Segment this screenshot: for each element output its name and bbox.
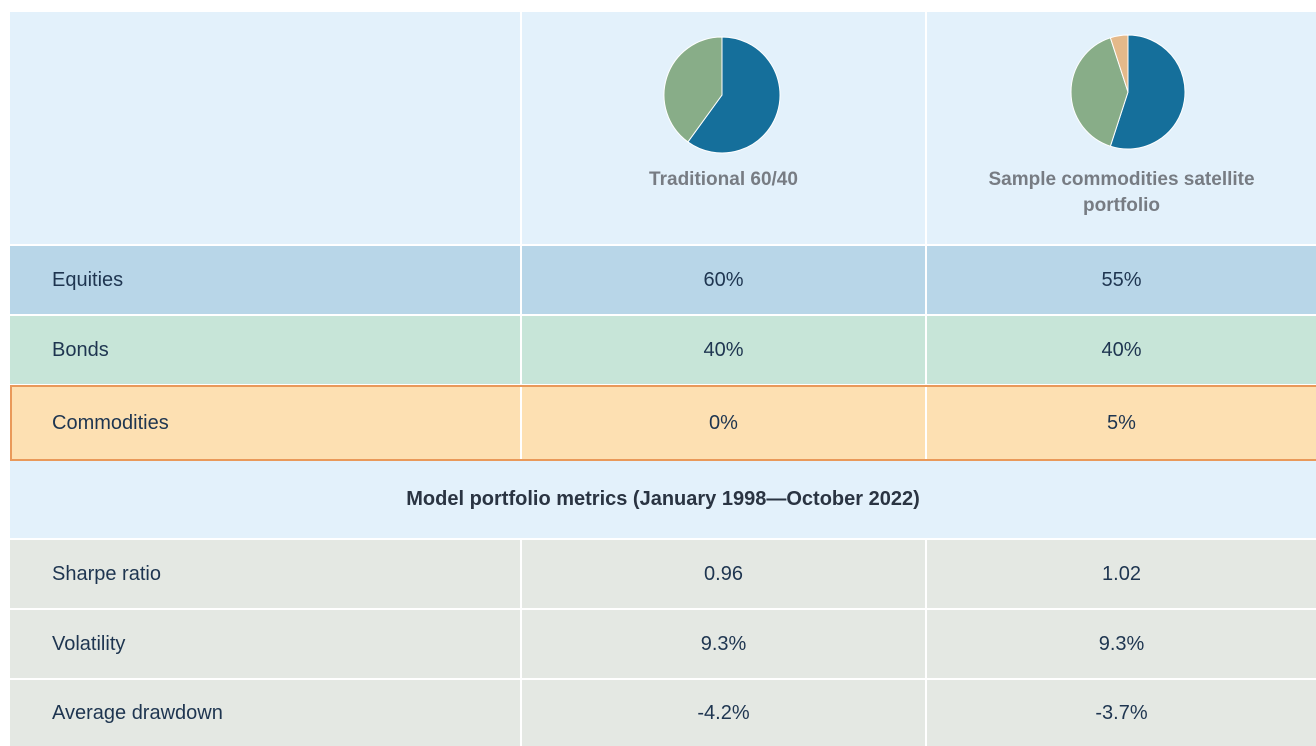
allocation-value: 60% — [522, 246, 925, 314]
metric-label: Volatility — [10, 610, 520, 678]
metric-value: 9.3% — [522, 610, 925, 678]
pie-slice — [1070, 37, 1129, 147]
metric-value: 1.02 — [927, 540, 1316, 608]
allocation-value: 55% — [927, 246, 1316, 314]
metric-value: 0.96 — [522, 540, 925, 608]
metric-value: 9.3% — [927, 610, 1316, 678]
allocation-value: 40% — [522, 316, 925, 384]
allocation-value: 0% — [522, 386, 925, 460]
portfolio-name: Traditional 60/40 — [649, 169, 798, 190]
row-label: Equities — [10, 246, 520, 314]
pie-slice — [1109, 34, 1129, 93]
pie-slice — [1109, 34, 1186, 150]
metric-label: Average drawdown — [10, 680, 520, 746]
pie-slice — [663, 36, 723, 143]
metric-value: -4.2% — [522, 680, 925, 746]
pie-slice — [687, 36, 781, 154]
allocation-value: 5% — [927, 386, 1316, 460]
portfolio-name: Sample commodities satellite portfolio — [988, 169, 1255, 216]
metric-label: Sharpe ratio — [10, 540, 520, 608]
highlight-border — [10, 385, 1316, 461]
allocation-value: 40% — [927, 316, 1316, 384]
metric-value: -3.7% — [927, 680, 1316, 746]
row-label: Bonds — [10, 316, 520, 384]
header-cell — [10, 12, 520, 244]
row-label: Commodities — [10, 386, 520, 460]
metrics-title: Model portfolio metrics (January 1998—Oc… — [10, 461, 1316, 538]
